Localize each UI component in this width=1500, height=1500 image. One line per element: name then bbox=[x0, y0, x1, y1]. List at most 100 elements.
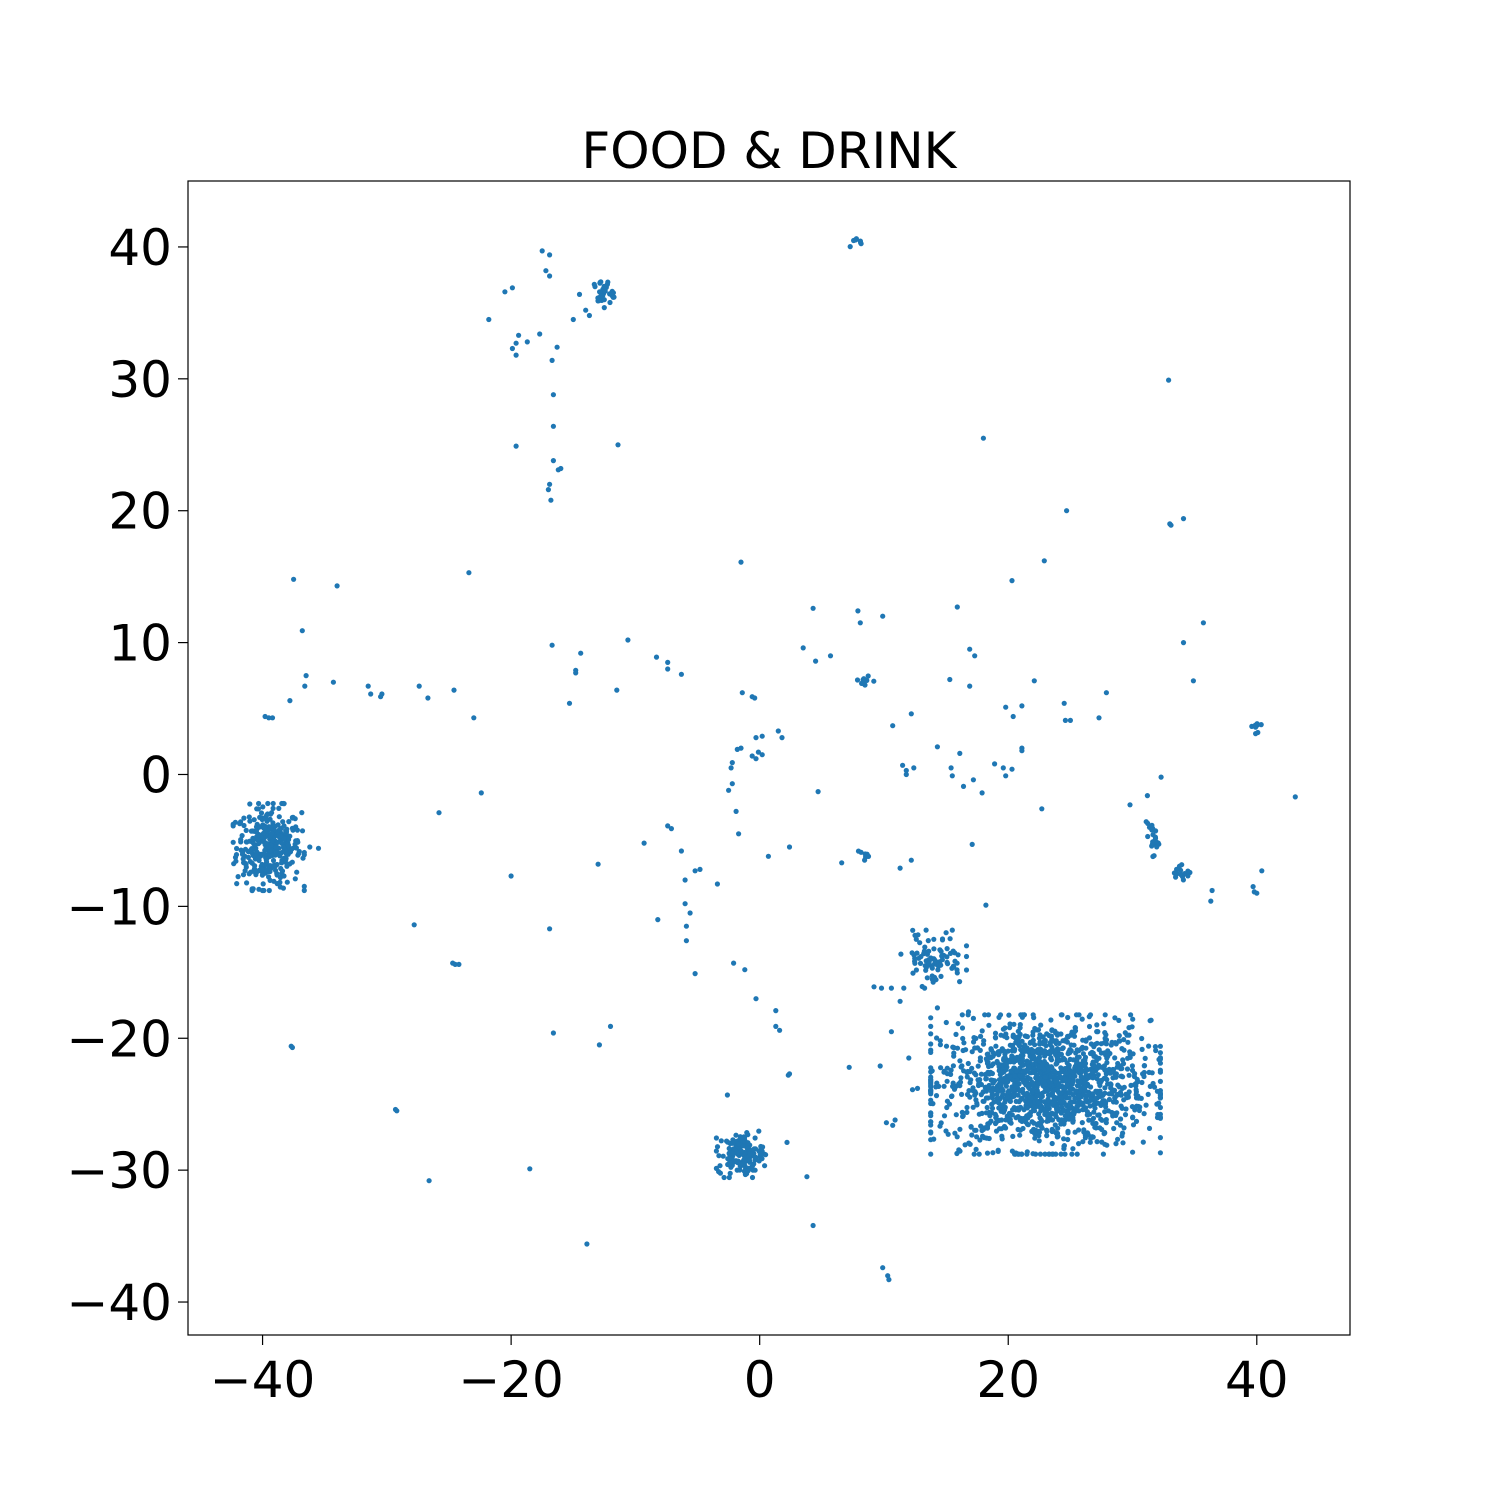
scatter-point bbox=[1082, 1079, 1088, 1085]
scatter-point bbox=[1051, 1095, 1057, 1101]
scatter-point bbox=[1117, 1122, 1123, 1128]
scatter-point bbox=[929, 976, 935, 982]
scatter-point bbox=[687, 910, 693, 916]
scatter-point bbox=[944, 954, 950, 960]
scatter-point bbox=[266, 863, 272, 869]
scatter-point bbox=[276, 814, 282, 820]
scatter-point bbox=[713, 1135, 720, 1141]
scatter-point bbox=[738, 1161, 744, 1167]
scatter-point bbox=[1093, 1088, 1099, 1094]
scatter-point bbox=[1157, 1055, 1163, 1061]
scatter-point bbox=[1147, 1018, 1153, 1024]
scatter-point bbox=[1157, 1050, 1163, 1056]
scatter-point bbox=[1146, 1043, 1152, 1049]
scatter-point bbox=[279, 860, 285, 866]
scatter-point bbox=[1135, 1103, 1142, 1110]
scatter-point bbox=[1091, 1109, 1097, 1115]
scatter-point bbox=[1121, 1037, 1127, 1043]
scatter-point bbox=[965, 1068, 971, 1075]
scatter-point bbox=[1058, 1090, 1064, 1096]
scatter-point bbox=[1058, 1151, 1064, 1157]
scatter-point bbox=[595, 861, 601, 867]
scatter-point bbox=[1139, 1035, 1145, 1042]
scatter-point bbox=[243, 827, 249, 834]
scatter-point bbox=[1062, 1151, 1068, 1157]
scatter-point bbox=[1180, 640, 1187, 646]
scatter-point bbox=[299, 628, 305, 634]
scatter-point bbox=[1017, 1073, 1023, 1079]
scatter-point bbox=[513, 340, 519, 346]
scatter-point bbox=[294, 827, 300, 833]
scatter-point bbox=[1034, 1084, 1040, 1090]
scatter-point bbox=[974, 1134, 980, 1140]
scatter-point bbox=[957, 1079, 964, 1085]
scatter-point bbox=[947, 936, 953, 942]
scatter-point bbox=[601, 305, 607, 311]
scatter-point bbox=[1109, 1089, 1115, 1095]
scatter-point bbox=[937, 1042, 944, 1048]
scatter-point bbox=[718, 1138, 724, 1144]
scatter-point bbox=[949, 773, 955, 779]
scatter-point bbox=[984, 1104, 990, 1111]
scatter-point bbox=[255, 841, 261, 847]
scatter-point bbox=[1131, 1073, 1137, 1080]
scatter-point bbox=[1133, 1083, 1139, 1089]
scatter-point bbox=[239, 833, 245, 839]
scatter-point bbox=[990, 1053, 996, 1059]
scatter-point bbox=[871, 984, 877, 990]
scatter-point bbox=[957, 979, 963, 985]
scatter-point bbox=[1046, 1098, 1052, 1104]
scatter-point bbox=[990, 1061, 996, 1067]
scatter-point bbox=[1209, 887, 1215, 894]
scatter-point bbox=[1146, 1125, 1153, 1131]
scatter-point bbox=[1124, 1032, 1130, 1038]
scatter-point bbox=[944, 1071, 950, 1077]
scatter-point bbox=[253, 829, 259, 835]
scatter-point bbox=[746, 1157, 753, 1163]
scatter-point bbox=[234, 845, 240, 852]
scatter-point bbox=[1018, 1053, 1024, 1059]
scatter-point bbox=[914, 1085, 921, 1091]
scatter-point bbox=[973, 1127, 979, 1133]
scatter-point bbox=[1119, 1046, 1125, 1052]
scatter-point bbox=[265, 844, 271, 850]
scatter-point bbox=[264, 812, 270, 818]
scatter-point bbox=[527, 1166, 533, 1172]
scatter-point bbox=[241, 822, 247, 829]
scatter-point bbox=[1007, 1117, 1013, 1123]
scatter-point bbox=[1118, 1073, 1124, 1079]
scatter-point bbox=[854, 677, 861, 683]
scatter-point bbox=[1154, 844, 1160, 850]
scatter-point bbox=[970, 1104, 976, 1110]
scatter-point bbox=[977, 1137, 983, 1143]
scatter-point bbox=[897, 865, 903, 871]
scatter-point bbox=[1130, 1149, 1136, 1155]
scatter-point bbox=[1095, 1072, 1101, 1078]
scatter-point bbox=[1006, 1012, 1012, 1018]
x-tick-label: −40 bbox=[210, 1351, 316, 1409]
scatter-point bbox=[1154, 1088, 1160, 1094]
scatter-point bbox=[908, 711, 914, 717]
scatter-point bbox=[1000, 1091, 1006, 1097]
scatter-point bbox=[969, 1132, 975, 1138]
scatter-point bbox=[1082, 1084, 1088, 1090]
scatter-point bbox=[1074, 1083, 1080, 1089]
scatter-point bbox=[294, 869, 300, 875]
scatter-point bbox=[267, 816, 273, 822]
scatter-point bbox=[1030, 1151, 1036, 1157]
scatter-point bbox=[549, 642, 555, 648]
scatter-point bbox=[1036, 1133, 1042, 1139]
scatter-point bbox=[274, 871, 280, 877]
scatter-point bbox=[1090, 1059, 1096, 1065]
scatter-point bbox=[625, 637, 631, 643]
scatter-point bbox=[725, 1156, 731, 1162]
scatter-point bbox=[547, 252, 553, 258]
scatter-point bbox=[610, 290, 617, 296]
scatter-point bbox=[292, 876, 298, 882]
scatter-point bbox=[928, 1065, 934, 1071]
scatter-point bbox=[1075, 1078, 1081, 1084]
scatter-point bbox=[682, 901, 688, 907]
scatter-point bbox=[1044, 1086, 1050, 1093]
scatter-point bbox=[1070, 1091, 1076, 1098]
scatter-point bbox=[983, 902, 989, 908]
